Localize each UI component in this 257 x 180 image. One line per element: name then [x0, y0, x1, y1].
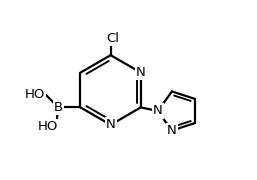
Text: HO: HO [25, 88, 45, 101]
Text: HO: HO [38, 120, 58, 133]
Text: N: N [167, 124, 177, 137]
Text: N: N [106, 118, 115, 131]
Text: B: B [54, 101, 63, 114]
Text: Cl: Cl [106, 32, 120, 45]
Text: N: N [136, 66, 146, 79]
Text: N: N [153, 104, 163, 118]
